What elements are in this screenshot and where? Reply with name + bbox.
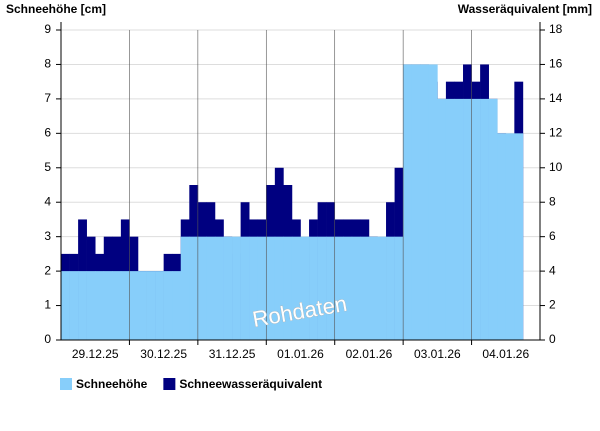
bar <box>488 98 498 340</box>
bar <box>232 236 241 340</box>
bar <box>497 133 507 340</box>
legend-swatch <box>60 378 72 390</box>
y-tick-label: 4 <box>44 194 51 208</box>
y2-tick-label: 6 <box>549 229 556 243</box>
legend-label: Schneehöhe <box>76 377 148 391</box>
bar <box>61 271 70 340</box>
bar <box>103 271 113 340</box>
x-tick-label: 30.12.25 <box>140 347 187 361</box>
bar <box>411 64 421 340</box>
bar <box>155 271 164 340</box>
bar <box>172 271 182 340</box>
legend-label: Schneewasseräquivalent <box>179 377 322 391</box>
bar <box>403 64 412 340</box>
bar <box>95 271 105 340</box>
y2-axis-title: Wasseräquivalent [mm] <box>458 2 592 16</box>
bar <box>300 236 310 340</box>
bar <box>445 98 455 340</box>
x-tick-label: 31.12.25 <box>209 347 256 361</box>
bar <box>86 271 96 340</box>
bar <box>78 271 87 340</box>
bar <box>480 98 489 340</box>
bar <box>317 236 327 340</box>
bar <box>291 236 301 340</box>
bar <box>326 236 336 340</box>
bar <box>437 98 447 340</box>
y-tick-label: 9 <box>44 22 51 36</box>
x-tick-label: 29.12.25 <box>72 347 119 361</box>
bar <box>351 236 361 340</box>
bar <box>197 236 207 340</box>
bar <box>343 236 353 340</box>
bar <box>120 271 130 340</box>
y-tick-label: 7 <box>44 91 51 105</box>
bar <box>163 271 173 340</box>
x-tick-label: 03.01.26 <box>414 347 461 361</box>
bar <box>129 271 139 340</box>
bar <box>368 236 378 340</box>
bar <box>514 133 524 340</box>
bar <box>334 236 344 340</box>
bar <box>189 236 199 340</box>
y2-tick-label: 18 <box>549 22 563 36</box>
y-tick-label: 8 <box>44 57 51 71</box>
x-tick-label: 01.01.26 <box>277 347 324 361</box>
y2-tick-label: 12 <box>549 126 563 140</box>
y2-tick-label: 16 <box>549 57 563 71</box>
bar <box>386 236 395 340</box>
plot <box>61 29 540 341</box>
y-tick-label: 3 <box>44 229 51 243</box>
y2-tick-label: 10 <box>549 160 563 174</box>
bar <box>394 236 404 340</box>
bar <box>137 271 147 340</box>
y-axis-title: Schneehöhe [cm] <box>6 2 106 16</box>
y-tick-label: 2 <box>44 263 51 277</box>
bar <box>214 236 224 340</box>
bar <box>420 64 430 340</box>
bar <box>223 236 233 340</box>
bar <box>206 236 216 340</box>
y2-tick-label: 2 <box>549 298 556 312</box>
bar <box>471 98 481 340</box>
bar <box>274 236 284 340</box>
bar <box>360 236 370 340</box>
bar <box>505 133 515 340</box>
bar <box>69 271 79 340</box>
bar <box>283 236 293 340</box>
bar <box>377 236 387 340</box>
y2-tick-label: 4 <box>549 263 556 277</box>
x-tick-label: 02.01.26 <box>346 347 393 361</box>
bar <box>309 236 318 340</box>
x-tick-label: 04.01.26 <box>482 347 529 361</box>
bar <box>112 271 122 340</box>
legend-swatch <box>163 378 176 390</box>
bar <box>240 236 250 340</box>
bar <box>257 236 267 340</box>
bar <box>249 236 259 340</box>
bar <box>146 271 156 340</box>
y2-tick-label: 8 <box>549 194 556 208</box>
y2-tick-label: 0 <box>549 332 556 346</box>
bar <box>266 236 276 340</box>
y-tick-label: 6 <box>44 126 51 140</box>
bar <box>428 64 438 340</box>
bar <box>463 98 472 340</box>
bar <box>180 236 190 340</box>
y-tick-label: 0 <box>44 332 51 346</box>
y2-tick-label: 14 <box>549 91 563 105</box>
y-tick-label: 1 <box>44 298 51 312</box>
bar <box>454 98 464 340</box>
y-tick-label: 5 <box>44 160 51 174</box>
